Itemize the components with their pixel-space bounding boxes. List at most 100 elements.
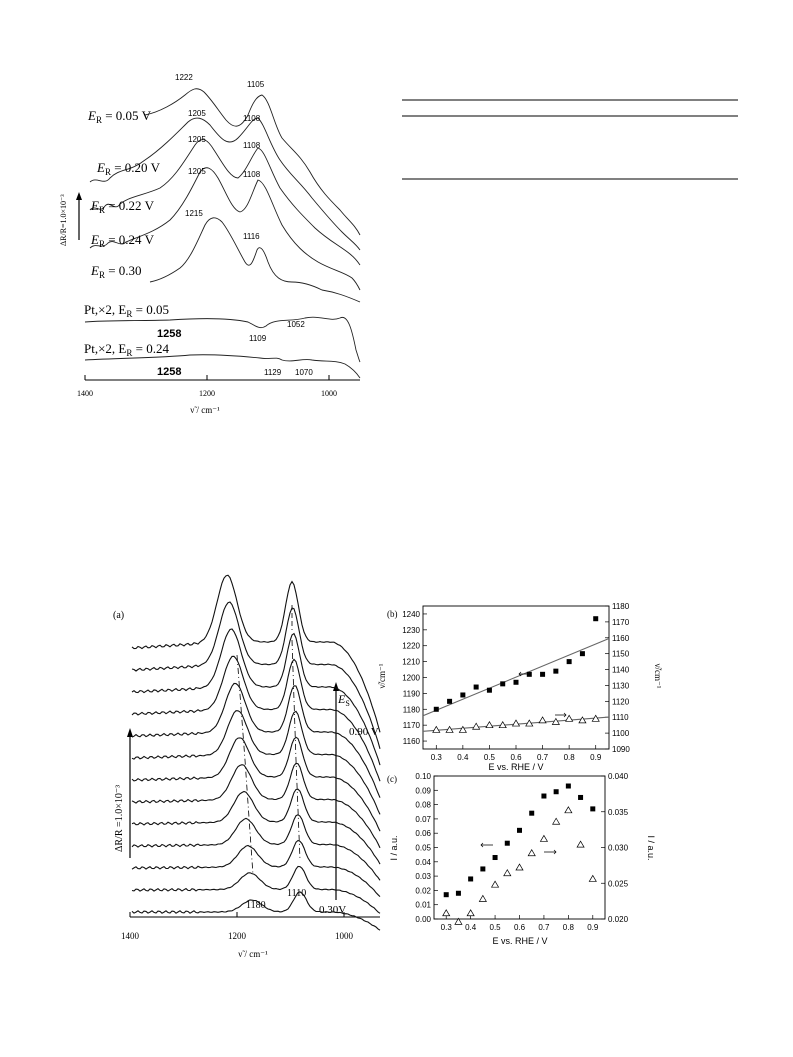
data-point-square bbox=[553, 668, 559, 674]
y-tick-label: 1230 bbox=[402, 626, 420, 635]
data-point-square bbox=[593, 616, 599, 622]
data-point-square bbox=[578, 794, 584, 800]
chart-c-intensity: (c) E vs. RHE / V I / a.u. I / a.u. 0.3 0… bbox=[387, 772, 656, 946]
chart-b-panel-label: (b) bbox=[387, 609, 398, 619]
fig2a-panel-label: (a) bbox=[113, 610, 124, 621]
fig2a-spectrum-trace bbox=[131, 762, 381, 849]
fig1-trace-label-pt-0.05: Pt,×2, ER = 0.05 bbox=[84, 302, 169, 319]
data-point-triangle bbox=[588, 874, 597, 882]
data-point-square bbox=[443, 892, 449, 898]
fig1-x-tick-1200: 1200 bbox=[199, 389, 215, 398]
data-point-square bbox=[566, 659, 572, 665]
fig1-peak-label: 1108 bbox=[243, 170, 261, 179]
fig2a-spectrum-trace bbox=[131, 839, 381, 897]
data-point-triangle bbox=[458, 725, 467, 733]
data-point-square bbox=[468, 876, 474, 882]
fig1-peak-label: 1258 bbox=[157, 366, 181, 378]
fig2a-spectrum-trace bbox=[131, 814, 381, 881]
fig1-peak-label: 1215 bbox=[185, 209, 203, 218]
y-tick-label: 0.08 bbox=[415, 801, 431, 810]
fig1-trace-label-0.05: ER = 0.05 V bbox=[87, 108, 152, 125]
fig1-peak-label: 1108 bbox=[243, 114, 261, 123]
fig1-peak-label: 1116 bbox=[243, 232, 260, 241]
fig2a-spectrum-trace bbox=[131, 601, 381, 749]
data-point-triangle bbox=[454, 917, 463, 925]
fig2a-spectrum-trace bbox=[131, 710, 381, 815]
x-tick-label: 0.8 bbox=[563, 923, 575, 932]
data-point-square bbox=[500, 681, 506, 687]
chart-c-x-axis-label: E vs. RHE / V bbox=[492, 936, 547, 946]
x-tick-label: 0.7 bbox=[537, 753, 549, 762]
x-tick-label: 0.9 bbox=[590, 753, 602, 762]
data-point-triangle bbox=[576, 840, 585, 848]
y2-tick-label: 1160 bbox=[612, 634, 630, 643]
y-tick-label: 0.00 bbox=[415, 915, 431, 924]
data-point-triangle bbox=[445, 725, 454, 733]
y-tick-label: 0.04 bbox=[415, 858, 431, 867]
x-tick-label: 0.3 bbox=[431, 753, 443, 762]
chart-b-marks bbox=[422, 616, 610, 733]
data-point-triangle bbox=[552, 817, 561, 825]
data-point-triangle bbox=[564, 806, 573, 814]
fig1-trace-label-0.20: ER = 0.20 V bbox=[96, 160, 161, 177]
data-point-square bbox=[565, 783, 571, 789]
chart-b-x-axis-label: E vs. RHE / V bbox=[488, 762, 543, 772]
fig1-peak-label: 1222 bbox=[175, 73, 193, 82]
chart-b-axes: 0.3 0.4 0.5 0.6 0.7 0.8 0.9 1160 1170 1180 1190 120… bbox=[402, 602, 630, 762]
y2-tick-label: 1090 bbox=[612, 745, 630, 754]
y-tick-label: 0.02 bbox=[415, 886, 431, 895]
y2-tick-label: 0.035 bbox=[608, 808, 629, 817]
fig2a-es-label: ES bbox=[337, 692, 350, 708]
chart-b-peak-position: (b) E vs. RHE / V ν̃/cm⁻¹ ν̃/cm⁻¹ 0.3 0.4… bbox=[377, 602, 663, 772]
chart-c-y2-axis-label: I / a.u. bbox=[646, 835, 656, 860]
fig1-trace-pt-0.24 bbox=[84, 354, 361, 379]
y2-tick-label: 1130 bbox=[612, 681, 630, 690]
y2-tick-label: 0.030 bbox=[608, 844, 629, 853]
fig2a-bottom-potential: 0.30V bbox=[319, 904, 346, 916]
y2-tick-label: 0.025 bbox=[608, 879, 629, 888]
fig2a-x-tick-1000: 1000 bbox=[335, 931, 354, 941]
x-tick-label: 0.4 bbox=[465, 923, 477, 932]
y-tick-label: 1170 bbox=[403, 721, 421, 730]
fig1-scale-label: ΔR/R=1.0×10⁻³ bbox=[59, 194, 68, 246]
fig1-trace-0.30V bbox=[149, 217, 361, 303]
empty-table bbox=[402, 99, 738, 180]
data-point-triangle bbox=[485, 720, 494, 729]
fig1-peak-label: 1258 bbox=[157, 328, 181, 340]
data-point-triangle bbox=[478, 894, 487, 902]
data-point-triangle bbox=[578, 716, 587, 724]
fig1-peak-label: 1129 bbox=[264, 368, 282, 377]
fig1-x-axis-label: ν̃ / cm⁻¹ bbox=[190, 405, 220, 415]
data-point-square bbox=[541, 793, 547, 799]
y2-tick-label: 1170 bbox=[612, 618, 630, 627]
fig1-trace-label-0.30: ER = 0.30 bbox=[90, 263, 142, 280]
fig2a-scale-label: ΔR/R =1.0×10⁻³ bbox=[114, 785, 125, 852]
data-point-triangle bbox=[539, 834, 549, 842]
data-point-triangle bbox=[503, 869, 512, 877]
fig1-trace-0.22V bbox=[89, 139, 361, 266]
fig1-scale-arrowhead bbox=[76, 192, 82, 200]
fig2a-spectrum-trace bbox=[131, 574, 381, 733]
data-point-square bbox=[486, 687, 492, 693]
y-tick-label: 0.09 bbox=[415, 786, 431, 795]
fig1-trace-0.20V bbox=[89, 117, 361, 251]
fig2a-spectrum-trace bbox=[131, 682, 381, 798]
data-point-triangle bbox=[538, 716, 547, 724]
fig2a-x-axis-label: ν̃ / cm⁻¹ bbox=[238, 949, 268, 959]
data-point-square bbox=[513, 679, 519, 685]
data-point-triangle bbox=[515, 863, 524, 871]
data-point-square bbox=[579, 651, 585, 657]
data-point-square bbox=[504, 840, 510, 846]
chart-b-y-axis-label: ν̃/cm⁻¹ bbox=[377, 663, 387, 688]
figure1-spectra: 1400 1200 1000 ν̃ / cm⁻¹ ΔR/R=1.0×10⁻³ E… bbox=[59, 73, 361, 415]
chart-b-left-arrow bbox=[518, 671, 528, 677]
fig2a-spectrum-trace bbox=[131, 865, 381, 914]
y-tick-label: 0.06 bbox=[415, 829, 431, 838]
y-tick-label: 1160 bbox=[403, 737, 421, 746]
fig2a-spectrum-trace bbox=[131, 628, 381, 766]
data-point-triangle bbox=[525, 719, 534, 727]
y-tick-label: 1220 bbox=[402, 642, 420, 651]
fig1-x-tick-1000: 1000 bbox=[321, 389, 337, 398]
fig1-trace-0.24V bbox=[89, 167, 361, 291]
y-tick-label: 1240 bbox=[402, 610, 420, 619]
